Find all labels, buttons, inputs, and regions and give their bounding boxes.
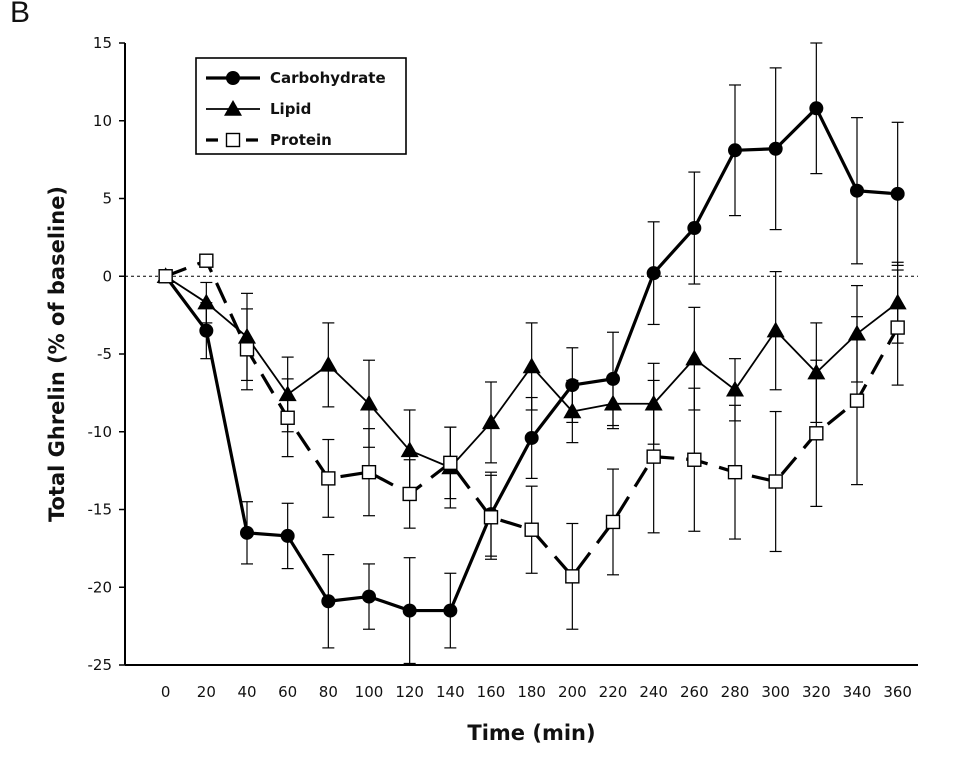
axes-frame [119,42,918,666]
lipid-point [360,394,378,411]
x-tick-label: 260 [680,683,709,701]
protein-point [483,510,499,525]
x-tick-label: 280 [721,683,750,701]
lipid-point [238,327,256,344]
y-tick-label: 10 [93,112,112,130]
y-tick-label: 15 [93,34,112,52]
legend-lipid-label: Lipid [270,100,311,118]
y-tick-label: -25 [88,656,113,674]
protein-point [890,320,905,335]
x-tick-label: 0 [161,683,171,701]
x-axis-title: Time (min) [467,721,595,745]
x-tick-label: 120 [395,683,424,701]
x-tick-label: 40 [237,683,256,701]
carbohydrate-point [240,525,254,540]
protein-point [605,514,621,530]
protein-point [402,486,417,502]
protein-point [768,474,783,489]
carbohydrate-point [768,141,783,156]
lipid-point [319,355,338,372]
y-tick-label: 0 [102,267,112,285]
protein-point [727,464,743,480]
protein-point [565,569,580,584]
protein-point [321,471,336,486]
y-tick-label: -15 [88,501,113,519]
x-tick-label: 180 [517,683,546,701]
protein-point [849,393,865,408]
protein-point [687,452,702,467]
series-markers [156,101,907,618]
legend-protein-marker [225,132,241,148]
x-tick-label: 300 [761,683,790,701]
legend-carbohydrate-marker [226,71,240,85]
protein-point [524,522,539,537]
lipid-point [278,385,297,402]
lipid-point [848,324,866,341]
x-tick-label: 60 [278,683,297,701]
protein-point [809,426,824,441]
carbohydrate-point [362,589,376,604]
legend-protein-label: Protein [270,131,332,149]
y-tick-label: -20 [88,578,113,596]
protein-point [199,253,214,268]
carbohydrate-point [443,603,458,618]
lipid-point [888,293,907,310]
carbohydrate-point [402,603,417,618]
carbohydrate-point [321,594,336,609]
panel-label: B [10,0,31,29]
lipid-point [197,293,216,310]
tick-labels: 15 10 5 0 -5 -10 -15 -20 -25 0 20 40 60 80 100 120 140 16… [88,34,912,701]
x-tick-label: 360 [883,683,912,701]
lipid-point [766,321,785,338]
y-tick-label: 5 [102,190,112,208]
lipid-point [522,357,541,374]
carbohydrate-point [199,323,214,338]
protein-point [280,410,295,425]
carbohydrate-point [890,186,905,201]
legend-lipid-marker [224,100,242,116]
lipid-point [563,402,582,419]
x-tick-label: 320 [802,683,831,701]
legend: Carbohydrate Lipid Protein [195,57,407,155]
carbohydrate-point [646,266,661,281]
x-tick-label: 160 [477,683,506,701]
carbohydrate-point [850,183,864,198]
protein-point [158,269,173,284]
lipid-point [400,441,419,458]
y-tick-label: -10 [88,423,113,441]
x-tick-label: 80 [319,683,338,701]
protein-point [443,455,458,471]
carbohydrate-point [728,143,742,158]
lipid-point [482,413,500,430]
lipid-point [644,394,663,411]
carbohydrate-point [524,430,539,445]
x-tick-label: 200 [558,683,587,701]
lipid-point [685,349,704,366]
lipid-point [604,394,622,411]
carbohydrate-point [809,101,824,116]
carbohydrate-point [565,378,580,393]
carbohydrate-point [606,371,620,386]
x-tick-label: 140 [436,683,465,701]
protein-point [239,342,255,357]
protein-point [361,464,377,480]
x-tick-label: 220 [599,683,628,701]
y-axis-title: Total Ghrelin (% of baseline) [45,186,69,522]
protein-point [646,449,661,464]
x-tick-label: 240 [639,683,668,701]
legend-carbohydrate-label: Carbohydrate [270,69,386,87]
carbohydrate-point [280,528,295,543]
x-tick-label: 100 [355,683,384,701]
x-tick-label: 340 [843,683,872,701]
lipid-point [807,363,826,380]
y-tick-label: -5 [97,345,112,363]
x-tick-label: 20 [197,683,216,701]
lipid-point [726,380,744,397]
carbohydrate-point [687,221,702,236]
